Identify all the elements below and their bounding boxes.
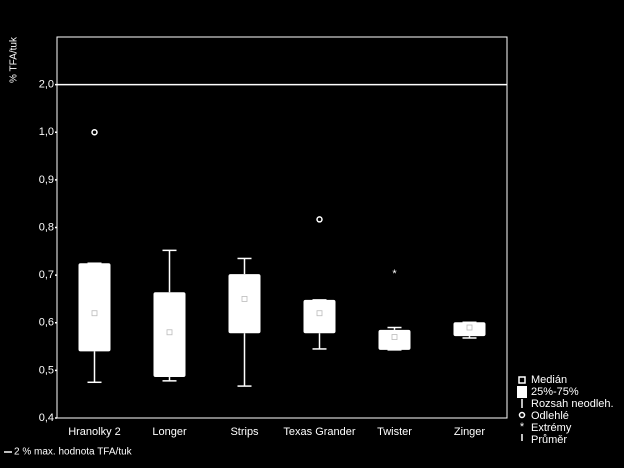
y-tick-label: 0,7 bbox=[39, 269, 54, 281]
y-tick-label: 0,6 bbox=[39, 317, 54, 329]
x-tick-label: Strips bbox=[230, 426, 259, 438]
legend-label: Rozsah neodleh. bbox=[531, 398, 614, 410]
reference-legend-label: 2 % max. hodnota TFA/tuk bbox=[14, 447, 133, 458]
median bbox=[166, 329, 173, 336]
box bbox=[228, 274, 261, 334]
median bbox=[391, 334, 398, 340]
y-tick-label: 1,0 bbox=[39, 126, 54, 138]
median bbox=[241, 296, 248, 302]
x-tick-label: Twister bbox=[377, 426, 412, 438]
y-tick-label: 0,9 bbox=[39, 174, 54, 186]
y-tick-label: 0,4 bbox=[39, 412, 54, 424]
x-tick-label: Zinger bbox=[454, 426, 486, 438]
box bbox=[78, 263, 111, 352]
median bbox=[466, 324, 473, 331]
legend-symbol bbox=[518, 376, 526, 384]
y-tick-label: 0,5 bbox=[39, 364, 54, 376]
legend-symbol bbox=[518, 411, 526, 419]
legend: * bbox=[517, 376, 527, 441]
legend-label: Extrémy bbox=[531, 422, 572, 434]
x-tick-label: Hranolky 2 bbox=[68, 426, 121, 438]
outlier bbox=[91, 129, 98, 136]
plot-frame bbox=[56, 36, 508, 419]
y-tick-label: 0,8 bbox=[39, 221, 54, 233]
legend-label: Odlehlé bbox=[531, 410, 569, 422]
x-tick-label: Texas Grander bbox=[283, 426, 355, 438]
legend-symbol bbox=[517, 386, 527, 398]
extreme: * bbox=[392, 268, 397, 280]
x-tick-label: Longer bbox=[152, 426, 187, 438]
y-tick-label: 2,0 bbox=[39, 79, 54, 91]
y-axis-label: % TFA/tuk bbox=[9, 36, 20, 83]
legend-label: 25%-75% bbox=[531, 386, 579, 398]
legend-label: Medián bbox=[531, 374, 567, 386]
legend-symbol: * bbox=[520, 421, 525, 433]
median bbox=[316, 310, 323, 317]
legend-label: Průměr bbox=[531, 434, 567, 446]
median bbox=[91, 310, 98, 317]
box bbox=[303, 299, 336, 334]
outlier bbox=[316, 216, 323, 223]
